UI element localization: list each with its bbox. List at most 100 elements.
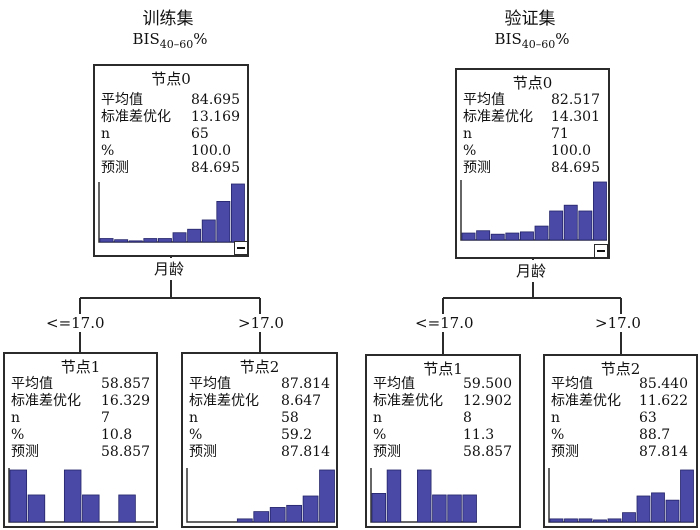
histogram-bar: [462, 494, 477, 523]
stat-value-prediction: 87.814: [639, 444, 688, 460]
stat-value-sd: 13.169: [191, 109, 240, 125]
node-histogram: [548, 468, 694, 523]
stat-value-n: 71: [551, 126, 569, 142]
stat-value-percent: 11.3: [463, 427, 495, 443]
stat-value-prediction: 87.814: [281, 444, 330, 460]
node-title: 节点2: [600, 360, 641, 378]
stat-value-prediction: 84.695: [191, 160, 240, 176]
panel-title: 验证集: [504, 9, 556, 29]
histogram-bar: [187, 228, 202, 243]
histogram-bar: [319, 469, 335, 523]
histogram-bar: [447, 494, 462, 523]
stat-label-percent: %: [101, 143, 115, 159]
node-1[interactable]: 节点1 平均值 标准差优化 n % 预测 59.500 12.902 8 11.…: [365, 354, 521, 528]
stat-label-n: n: [101, 126, 111, 142]
stat-label-mean: 平均值: [101, 92, 143, 108]
stat-value-n: 7: [101, 410, 110, 426]
node-0[interactable]: 节点0 平均值 标准差优化 n % 预测 84.695 13.169 65 10…: [93, 64, 249, 257]
histogram-bar: [636, 495, 651, 523]
stat-value-n: 63: [639, 410, 657, 426]
stat-value-percent: 59.2: [281, 427, 313, 443]
collapse-icon[interactable]: [594, 244, 608, 258]
stat-value-percent: 100.0: [551, 143, 592, 159]
histogram-bar: [505, 232, 520, 241]
stat-value-prediction: 58.857: [101, 444, 150, 460]
node-title: 节点1: [423, 360, 463, 378]
stat-value-mean: 87.814: [281, 376, 330, 392]
histogram-bar: [371, 492, 387, 523]
histogram-bar: [593, 519, 607, 523]
stat-value-sd: 8.647: [281, 393, 322, 409]
collapse-icon[interactable]: [234, 241, 248, 255]
stat-value-percent: 10.8: [101, 427, 133, 443]
node-title: 节点0: [512, 74, 553, 92]
stat-label-prediction: 预测: [101, 160, 129, 176]
histogram-bar: [651, 492, 665, 523]
stat-label-n: n: [551, 410, 561, 426]
node-title: 节点0: [151, 70, 191, 88]
stat-value-sd: 16.329: [101, 393, 150, 409]
histogram-bar: [680, 469, 694, 523]
histogram-bar: [461, 232, 476, 241]
histogram-bar: [534, 225, 549, 241]
histogram-bar: [520, 231, 534, 241]
split-variable-label: 月龄: [152, 258, 187, 279]
stat-label-percent: %: [373, 427, 387, 443]
stat-value-sd: 12.902: [463, 393, 512, 409]
histogram-bar: [201, 219, 216, 243]
node-histogram: [370, 468, 477, 523]
histogram-bar: [563, 204, 578, 241]
stat-label-prediction: 预测: [11, 444, 39, 460]
stat-label-sd: 标准差优化: [551, 393, 621, 409]
stat-label-sd: 标准差优化: [373, 393, 443, 409]
stat-value-n: 58: [281, 410, 299, 426]
node-1[interactable]: 节点1 平均值 标准差优化 n % 预测 58.857 16.329 7 10.…: [3, 352, 158, 528]
stat-value-prediction: 84.695: [551, 160, 600, 176]
node-title: 节点2: [239, 358, 280, 376]
stat-value-prediction: 58.857: [463, 444, 512, 460]
stat-label-sd: 标准差优化: [189, 393, 259, 409]
stat-value-sd: 14.301: [551, 109, 600, 125]
panel-title: 训练集: [142, 9, 194, 29]
target-variable: BIS40–60%: [494, 30, 570, 51]
histogram-bar: [269, 507, 286, 523]
histogram-bar: [607, 518, 622, 523]
histogram-bar: [82, 494, 100, 523]
stat-label-sd: 标准差优化: [101, 109, 171, 125]
stat-value-mean: 59.500: [463, 376, 512, 392]
node-title: 节点1: [60, 358, 101, 376]
stat-label-percent: %: [551, 427, 565, 443]
histogram-bar: [9, 469, 28, 523]
branch-label-left: <=17.0: [44, 314, 107, 332]
stat-label-prediction: 预测: [373, 444, 401, 460]
histogram-bar: [128, 240, 143, 243]
stat-value-mean: 85.440: [639, 376, 688, 392]
stat-label-sd: 标准差优化: [11, 393, 81, 409]
stat-label-percent: %: [189, 427, 203, 443]
node-histogram: [8, 468, 154, 523]
histogram-bar: [665, 499, 680, 523]
histogram-bar: [158, 238, 172, 243]
histogram-bar: [476, 230, 491, 241]
stat-label-mean: 平均值: [11, 376, 53, 392]
stat-label-percent: %: [11, 427, 25, 443]
node-2[interactable]: 节点2 平均值 标准差优化 n % 预测 85.440 11.622 63 88…: [543, 354, 698, 528]
stat-value-percent: 88.7: [639, 427, 671, 443]
histogram-bar: [302, 495, 319, 523]
node-0[interactable]: 节点0 平均值 标准差优化 n % 预测 82.517 14.301 71 10…: [455, 68, 610, 259]
stat-label-n: n: [373, 410, 383, 426]
histogram-axis: [8, 468, 154, 523]
stat-label-n: n: [463, 126, 473, 142]
stat-label-mean: 平均值: [551, 376, 593, 392]
histogram-bar: [578, 210, 593, 241]
node-2[interactable]: 节点2 平均值 标准差优化 n % 预测 87.814 8.647 58 59.…: [181, 352, 338, 528]
stat-label-mean: 平均值: [373, 376, 415, 392]
stat-value-n: 8: [463, 410, 472, 426]
stat-value-percent: 100.0: [191, 143, 232, 159]
branch-label-right: >17.0: [236, 314, 286, 332]
histogram-bar: [230, 183, 245, 243]
stat-label-mean: 平均值: [189, 376, 231, 392]
histogram-bar: [99, 238, 114, 243]
node-histogram: [186, 468, 335, 523]
stat-label-percent: %: [463, 143, 477, 159]
